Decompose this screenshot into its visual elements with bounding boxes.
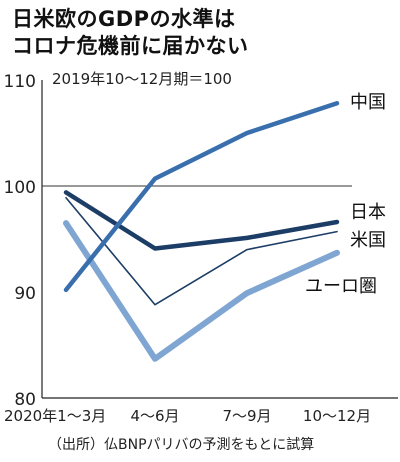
plot-frame <box>41 80 398 399</box>
series-label: 日本 <box>350 202 386 223</box>
baseline-note: 2019年10～12月期＝100 <box>52 70 232 88</box>
source-note: （出所）仏BNPパリバの予測をもとに試算 <box>48 437 315 453</box>
x-tick-label: 10～12月 <box>303 407 371 425</box>
y-tick-label: 90 <box>14 284 36 304</box>
series-line <box>63 101 340 293</box>
tick-labels: 80 90 100 110 2020年1～3月 4～6月 7～9月 10～12月 <box>4 72 372 425</box>
series-label: ユーロ圏 <box>305 276 377 297</box>
series-lines <box>63 101 340 362</box>
title-line-1: 日米欧のGDPの水準は <box>12 7 236 31</box>
x-tick-label: 2020年1～3月 <box>4 407 106 425</box>
series-line <box>63 220 340 362</box>
series-line <box>63 190 340 251</box>
series-label: 米国 <box>350 230 386 251</box>
x-tick-label: 4～6月 <box>130 407 179 425</box>
series-label: 中国 <box>350 92 386 113</box>
y-tick-label: 80 <box>14 390 36 410</box>
title-line-2: コロナ危機前に届かない <box>12 34 249 58</box>
y-tick-label: 100 <box>4 178 36 198</box>
chart-title: 日米欧のGDPの水準は コロナ危機前に届かない <box>12 6 249 60</box>
y-tick-label: 110 <box>4 72 36 92</box>
x-tick-label: 7～9月 <box>222 407 271 425</box>
series-line <box>65 196 338 306</box>
